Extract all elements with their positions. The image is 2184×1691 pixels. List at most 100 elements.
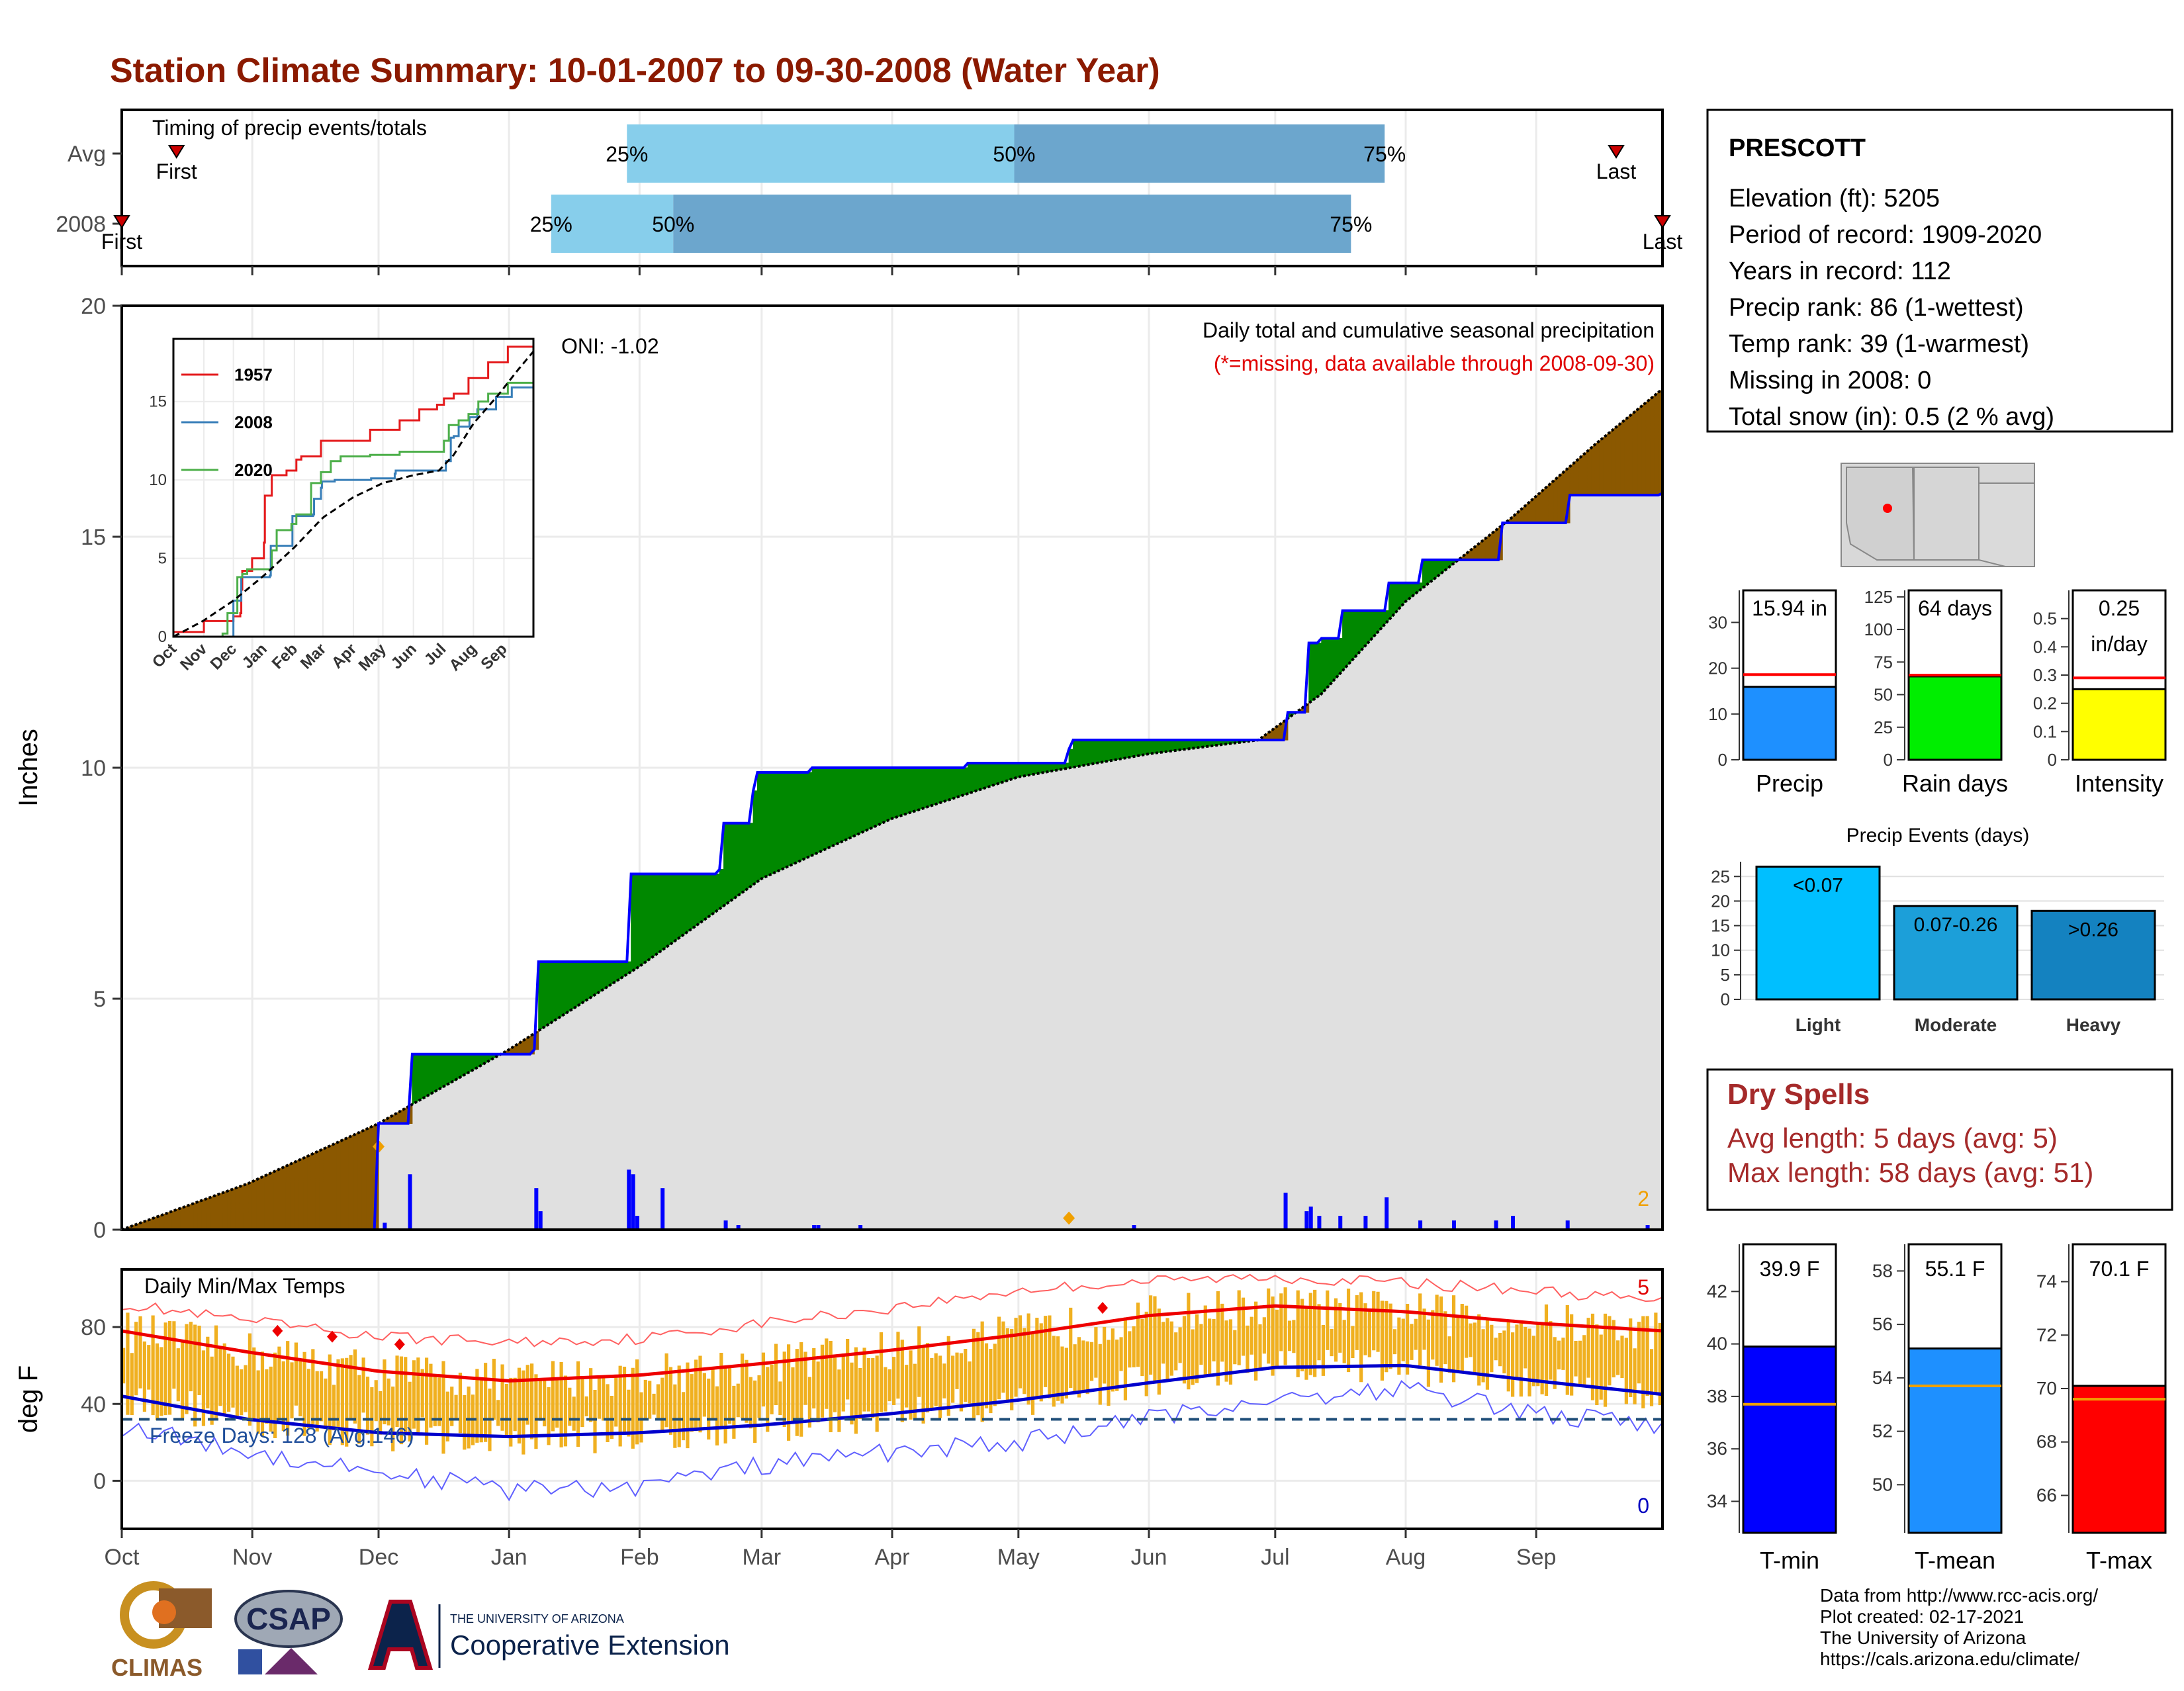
summary-y-tick-label: 0	[2048, 750, 2057, 770]
daily-precip-bar	[1385, 1197, 1389, 1230]
record-temp-marker	[272, 1324, 283, 1337]
temp-content	[121, 1273, 1663, 1502]
last-event-label: Last	[1643, 230, 1683, 253]
temp-summary-y-tick-label: 38	[1707, 1386, 1727, 1406]
daily-precip-bar	[1338, 1216, 1343, 1230]
inset-y-tick-label: 10	[149, 471, 167, 489]
timing-bar-50-75	[673, 195, 1351, 253]
ua-a-mark	[367, 1600, 433, 1670]
university-of-arizona-logo: THE UNIVERSITY OF ARIZONA Cooperative Ex…	[367, 1600, 730, 1670]
summary-value-label: in/day	[2091, 632, 2147, 656]
events-y-tick-label: 20	[1711, 891, 1730, 911]
daily-precip-bar	[1511, 1216, 1516, 1230]
daily-precip-bar	[1418, 1220, 1423, 1230]
events-bar-heavy	[2030, 909, 2156, 1001]
daily-precip-bar	[408, 1174, 412, 1230]
inset-frame-top	[172, 338, 535, 638]
map-state-arizona	[1846, 467, 1915, 561]
precip-events: Precip Events (days) 0 5 10 15 20 25 <0.07 Ligh…	[1711, 825, 2164, 1035]
footer-line: Plot created: 02-17-2021	[1820, 1606, 2024, 1627]
month-tick-label: Mar	[743, 1545, 782, 1570]
inset-legend-label: 2020	[234, 460, 273, 480]
dry-spells-avg: Avg length: 5 days (avg: 5)	[1727, 1122, 2058, 1154]
obs-cumulative-line	[122, 492, 1663, 1231]
daily-precip-bar	[1317, 1216, 1322, 1230]
summary-bar-label: Rain days	[1902, 770, 2008, 797]
month-tick-label: Apr	[875, 1545, 910, 1570]
temp-summary-bar-tmin	[1742, 1346, 1837, 1534]
month-tick-label: Jan	[491, 1545, 527, 1570]
inset-x-tick-label: Apr	[328, 640, 360, 672]
first-event-marker	[113, 215, 130, 229]
daily-precip-bar	[1308, 1207, 1313, 1230]
month-tick-label: May	[997, 1545, 1040, 1570]
station-info: PRESCOTT Elevation (ft): 5205 Period of r…	[1706, 109, 2173, 433]
month-tick-label: Jun	[1131, 1545, 1167, 1570]
summary-value-label: 0.25	[2099, 596, 2140, 620]
ua-big-text: Cooperative Extension	[450, 1629, 730, 1661]
timing-p75-label: 75%	[1330, 212, 1372, 236]
record-max-line	[121, 1273, 1663, 1348]
timing-bar-25-50	[627, 124, 1015, 183]
record-temp-marker	[394, 1338, 405, 1351]
precip-y-axis: 0 5 10 15 20	[81, 294, 122, 1243]
precip-y-tick-label: 0	[93, 1218, 106, 1243]
ua-small-text: THE UNIVERSITY OF ARIZONA	[450, 1612, 624, 1625]
events-bar-label: Light	[1796, 1015, 1841, 1035]
csap-bars	[238, 1649, 262, 1674]
daily-precip-bar	[858, 1225, 863, 1230]
temp-summary-y-tick-label: 68	[2036, 1432, 2057, 1452]
temp-y-axis: 0 40 80	[81, 1315, 122, 1494]
cumulative-base-area	[122, 493, 1662, 1230]
timing-row-label: Avg	[68, 142, 106, 167]
timing-bars	[551, 124, 1385, 253]
daily-precip-bar	[660, 1188, 665, 1230]
temp-summary-value-label: 55.1 F	[1925, 1257, 1985, 1281]
dry-spells-frame	[1706, 1068, 2173, 1211]
inset-x-tick-label: Nov	[177, 640, 211, 674]
record-low-count: 0	[1637, 1494, 1649, 1518]
station-lines: Elevation (ft): 5205 Period of record: 19…	[1729, 185, 2054, 431]
first-event-label: First	[156, 160, 197, 183]
summary-value-label: 15.94 in	[1752, 596, 1827, 620]
record-temp-marker	[1097, 1302, 1109, 1314]
temp-summary-y-tick-label: 74	[2036, 1271, 2057, 1292]
timing-label: Timing of precip events/totals	[152, 116, 427, 140]
summary-y-tick-label: 0.3	[2033, 665, 2057, 685]
summary-y-tick-label: 125	[1864, 587, 1893, 607]
temp-y-tick-label: 40	[81, 1392, 106, 1417]
temp-summary-y-tick-label: 72	[2036, 1324, 2057, 1345]
timing-p25-label: 25%	[606, 142, 648, 166]
station-info-line: Missing in 2008: 0	[1729, 367, 1931, 394]
precip-y-tick-label: 5	[93, 987, 106, 1012]
summary-y-tick-label: 25	[1874, 717, 1893, 737]
summary-y-tick-label: 0.4	[2033, 637, 2057, 657]
summary-y-tick-label: 100	[1864, 619, 1893, 639]
month-axis: Oct Nov Dec Jan Feb Mar Apr May Jun Jul Aug Sep	[105, 266, 1556, 1570]
summary-y-tick-label: 0	[1718, 750, 1727, 770]
dry-spells-title: Dry Spells	[1727, 1078, 1870, 1111]
timing-panel: Timing of precip events/totals 25% 50% 75%…	[56, 109, 1683, 267]
station-info-line: Total snow (in): 0.5 (2 % avg)	[1729, 403, 2054, 431]
footer-line: https://cals.arizona.edu/climate/	[1820, 1649, 2079, 1669]
station-frame	[1706, 109, 2173, 433]
timing-p50-label: 50%	[652, 212, 694, 236]
summary-bars: 0 10 20 30 15.94 in Precip 0 25 50 75 100 125 64 day…	[1708, 587, 2167, 797]
precip-lines	[121, 388, 1664, 1231]
station-location-dot	[1883, 504, 1892, 513]
station-info-line: Temp rank: 39 (1-warmest)	[1729, 330, 2029, 358]
temp-y-tick-label: 80	[81, 1315, 106, 1340]
csap-logo: CSAP	[234, 1590, 343, 1674]
summary-y-tick-label: 20	[1708, 659, 1727, 678]
csap-logo-text: CSAP	[246, 1602, 331, 1636]
summary-bar-rain-days	[1907, 675, 2003, 761]
map-state-texas	[1978, 482, 2035, 567]
station-info-line: Years in record: 112	[1729, 257, 1951, 285]
daily-precip-bar	[1304, 1211, 1309, 1230]
summary-y-tick-label: 75	[1874, 652, 1893, 672]
timing-row-label: 2008	[56, 212, 106, 237]
inset-series-line-2020	[173, 362, 535, 638]
